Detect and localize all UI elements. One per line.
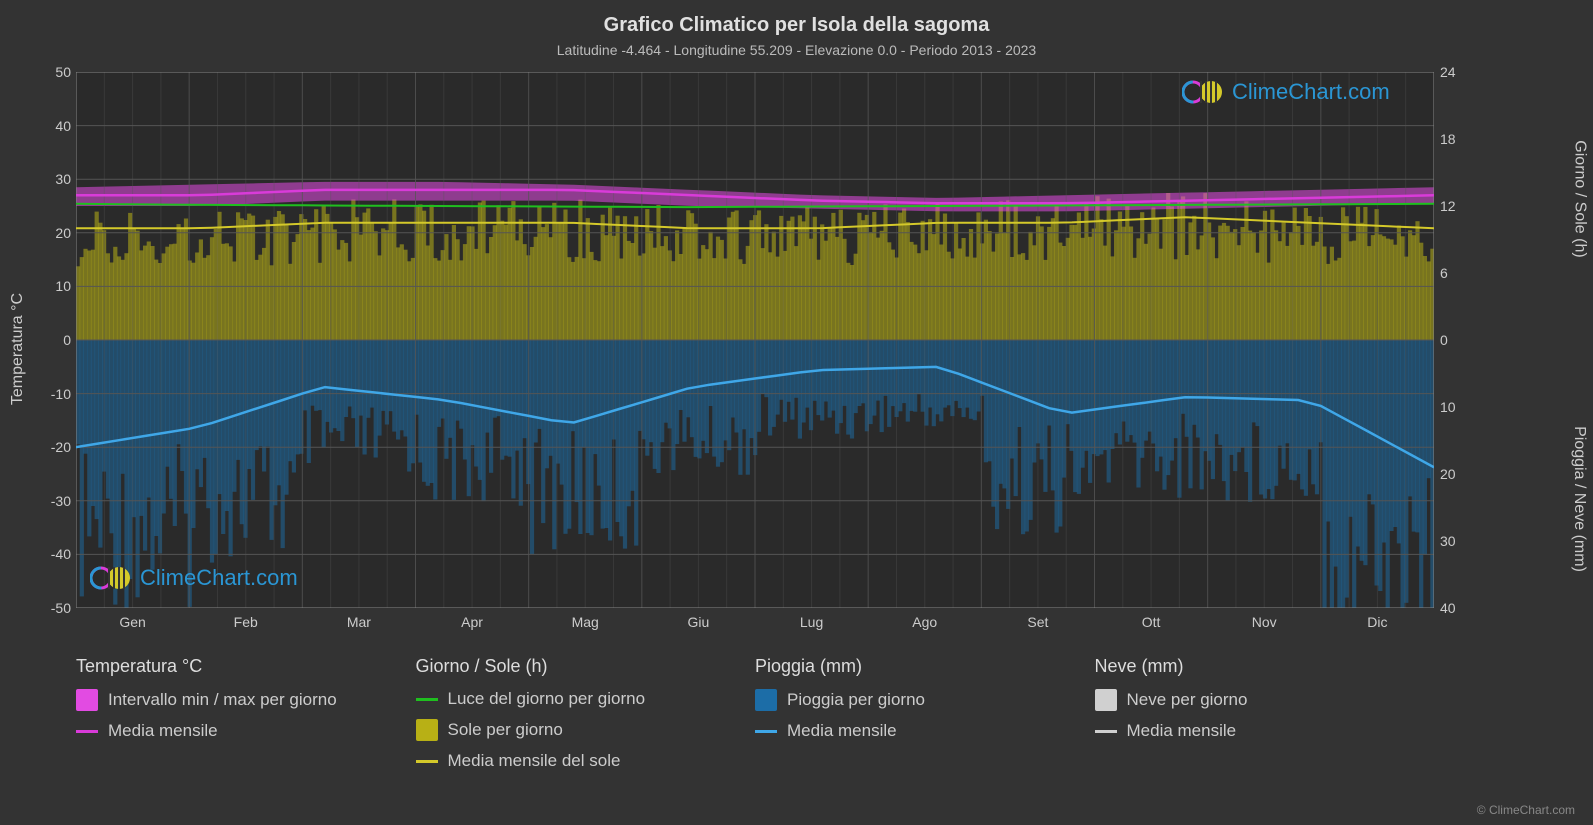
tick-left: -40: [21, 546, 71, 562]
tick-month: Mag: [529, 614, 642, 630]
legend-col: Temperatura °C Intervallo min / max per g…: [76, 648, 416, 781]
watermark-text: ClimeChart.com: [140, 565, 298, 591]
tick-month: Gen: [76, 614, 189, 630]
logo-icon: [1182, 78, 1226, 106]
chart-title: Grafico Climatico per Isola della sagoma: [0, 14, 1593, 37]
tick-right: 30: [1440, 533, 1490, 549]
legend-col: Neve (mm) Neve per giorno Media mensile: [1095, 648, 1435, 781]
tick-month: Set: [981, 614, 1094, 630]
tick-right: 0: [1440, 332, 1490, 348]
tick-left: 30: [21, 171, 71, 187]
legend-header: Pioggia (mm): [755, 656, 1075, 677]
tick-right: 6: [1440, 265, 1490, 281]
legend-item: Media mensile: [755, 721, 1075, 741]
tick-month: Mar: [302, 614, 415, 630]
tick-month: Giu: [642, 614, 755, 630]
legend-label: Pioggia per giorno: [787, 690, 925, 710]
chart-subtitle: Latitudine -4.464 - Longitudine 55.209 -…: [0, 42, 1593, 58]
tick-month: Apr: [416, 614, 529, 630]
legend-item: Sole per giorno: [416, 719, 736, 741]
tick-right: 12: [1440, 198, 1490, 214]
tick-right: 24: [1440, 64, 1490, 80]
legend-item: Media mensile: [76, 721, 396, 741]
legend-col: Pioggia (mm) Pioggia per giorno Media mens…: [755, 648, 1095, 781]
logo-icon: [90, 564, 134, 592]
legend-item: Luce del giorno per giorno: [416, 689, 736, 709]
legend-label: Media mensile del sole: [448, 751, 621, 771]
legend: Temperatura °C Intervallo min / max per g…: [76, 648, 1434, 781]
legend-swatch-line: [416, 760, 438, 763]
watermark-text: ClimeChart.com: [1232, 79, 1390, 105]
legend-item: Pioggia per giorno: [755, 689, 1075, 711]
legend-header: Temperatura °C: [76, 656, 396, 677]
legend-swatch: [1095, 689, 1117, 711]
plot-area: [76, 72, 1434, 608]
tick-left: 20: [21, 225, 71, 241]
legend-swatch: [76, 689, 98, 711]
legend-header: Giorno / Sole (h): [416, 656, 736, 677]
tick-left: -10: [21, 386, 71, 402]
plot-svg: [76, 72, 1434, 608]
y-axis-right-top-label: Giorno / Sole (h): [1570, 140, 1588, 257]
watermark: ClimeChart.com: [90, 564, 298, 592]
tick-month: Ott: [1095, 614, 1208, 630]
legend-label: Media mensile: [1127, 721, 1237, 741]
tick-month: Nov: [1208, 614, 1321, 630]
legend-item: Intervallo min / max per giorno: [76, 689, 396, 711]
legend-label: Media mensile: [787, 721, 897, 741]
legend-swatch-line: [416, 698, 438, 701]
legend-swatch: [416, 719, 438, 741]
tick-month: Lug: [755, 614, 868, 630]
legend-label: Sole per giorno: [448, 720, 563, 740]
tick-right: 10: [1440, 399, 1490, 415]
tick-left: -20: [21, 439, 71, 455]
legend-label: Intervallo min / max per giorno: [108, 690, 337, 710]
tick-left: -50: [21, 600, 71, 616]
chart-container: Grafico Climatico per Isola della sagoma…: [0, 0, 1593, 825]
legend-col: Giorno / Sole (h) Luce del giorno per gio…: [416, 648, 756, 781]
tick-left: 0: [21, 332, 71, 348]
copyright: © ClimeChart.com: [1477, 803, 1575, 817]
tick-month: Dic: [1321, 614, 1434, 630]
tick-left: 10: [21, 278, 71, 294]
legend-item: Media mensile del sole: [416, 751, 736, 771]
tick-left: 40: [21, 118, 71, 134]
legend-label: Luce del giorno per giorno: [448, 689, 646, 709]
tick-right: 40: [1440, 600, 1490, 616]
tick-right: 18: [1440, 131, 1490, 147]
legend-label: Media mensile: [108, 721, 218, 741]
legend-item: Neve per giorno: [1095, 689, 1415, 711]
watermark: ClimeChart.com: [1182, 78, 1390, 106]
legend-header: Neve (mm): [1095, 656, 1415, 677]
legend-swatch-line: [755, 730, 777, 733]
legend-swatch-line: [1095, 730, 1117, 733]
legend-swatch: [755, 689, 777, 711]
legend-label: Neve per giorno: [1127, 690, 1248, 710]
tick-month: Feb: [189, 614, 302, 630]
legend-swatch-line: [76, 730, 98, 733]
tick-left: 50: [21, 64, 71, 80]
tick-month: Ago: [868, 614, 981, 630]
legend-item: Media mensile: [1095, 721, 1415, 741]
y-axis-right-bottom-label: Pioggia / Neve (mm): [1570, 426, 1588, 572]
tick-left: -30: [21, 493, 71, 509]
tick-right: 20: [1440, 466, 1490, 482]
